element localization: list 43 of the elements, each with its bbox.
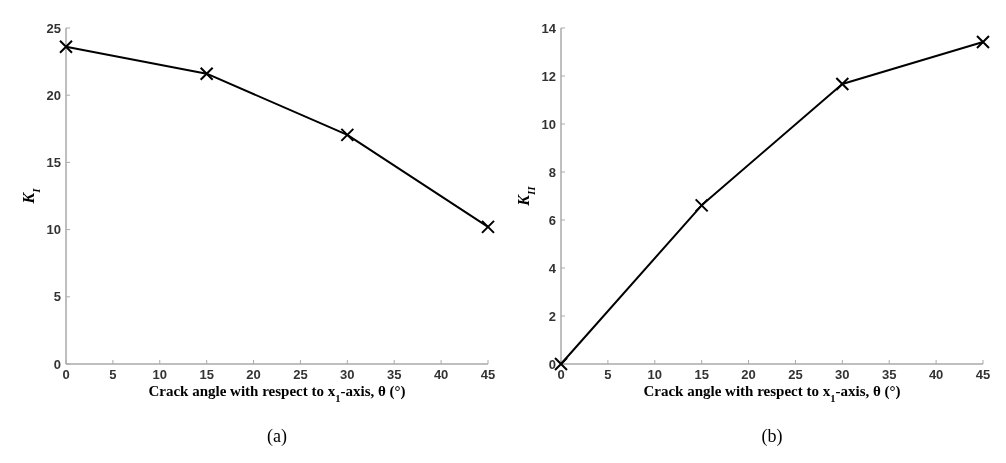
y-tick-label: 12: [541, 68, 556, 84]
x-axis-title: Crack angle with respect to x$_{1}$-axis, θ (°): [643, 383, 901, 404]
x-tick-label: 20: [246, 367, 261, 382]
y-tick-label: 15: [46, 154, 61, 170]
point: [481, 219, 495, 234]
y-tick-label: 14: [541, 20, 557, 36]
y-tick-label: 2: [548, 308, 556, 324]
y-tick-label: 6: [548, 212, 556, 228]
x-tick-label: 20: [741, 367, 756, 382]
point: [694, 198, 709, 213]
x-tick-label: 35: [881, 367, 897, 382]
text: (a): [267, 426, 287, 447]
x-tick-label: 15: [694, 367, 709, 382]
point: [59, 39, 73, 54]
point: [199, 66, 214, 81]
y-tick-label: 20: [46, 87, 61, 103]
x-tick-label: 25: [788, 367, 803, 382]
x-tick-label: 40: [433, 367, 449, 382]
point: [340, 127, 355, 142]
x-tick-label: 25: [293, 367, 308, 382]
y-tick-label: 5: [53, 289, 61, 305]
y-tick-label: 8: [548, 164, 556, 180]
x-tick-label: 45: [480, 367, 496, 382]
y-tick-label: 10: [46, 222, 61, 238]
y-tick-label: 0: [53, 356, 61, 372]
point: [976, 34, 990, 49]
x-tick-label: 35: [386, 367, 402, 382]
x-tick-label: 30: [340, 367, 355, 382]
x-tick-label: 30: [835, 367, 850, 382]
y-tick-label: 10: [541, 116, 556, 132]
y-tick-label: 4: [548, 260, 557, 276]
x-axis-title: Crack angle with respect to x$_{1}$-axis, θ (°): [148, 383, 406, 404]
y-tick-label: 0: [548, 356, 556, 372]
x-tick-label: 5: [109, 367, 117, 382]
x-tick-label: 10: [152, 367, 168, 382]
y-tick-label: 25: [46, 20, 61, 36]
x-tick-label: 10: [647, 367, 663, 382]
x-tick-label: 40: [928, 367, 944, 382]
text: (b): [761, 426, 783, 447]
x-tick-label: 45: [975, 367, 991, 382]
x-tick-label: 5: [604, 367, 612, 382]
x-tick-label: 15: [199, 367, 214, 382]
point: [835, 76, 850, 91]
